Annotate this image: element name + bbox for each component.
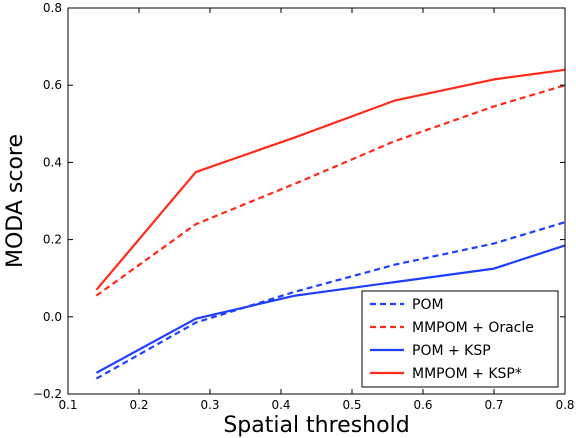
legend-box (361, 290, 559, 388)
legend-label: MMPOM + Oracle (412, 320, 534, 336)
x-tick-label: 0.2 (129, 398, 148, 412)
y-tick-label: 0.2 (43, 233, 62, 247)
plot-frame (67, 7, 566, 395)
y-tick-label: −0.2 (33, 387, 62, 401)
x-tick-label: 0.5 (342, 398, 361, 412)
x-tick-label: 0.4 (271, 398, 290, 412)
y-tick-label: 0.0 (43, 310, 62, 324)
series-line-mmpom-ksp (95, 68, 566, 291)
x-tick-label: 0.3 (200, 398, 219, 412)
legend-label: MMPOM + KSP* (412, 366, 522, 382)
y-axis-title: MODA score (3, 134, 28, 268)
legend: POM MMPOM + Oracle POM + KSP MMPOM + KSP* (361, 290, 559, 388)
x-tick-label: 0.1 (58, 398, 77, 412)
legend-label: POM (412, 297, 444, 313)
series-line-pom-ksp (95, 244, 566, 374)
series-line-mmpom-oracle (95, 84, 566, 297)
legend-label: POM + KSP (412, 343, 491, 359)
x-tick-label: 0.7 (484, 398, 503, 412)
y-tick-label: 0.4 (43, 155, 62, 169)
y-tick-label: 0.8 (43, 1, 62, 15)
x-axis-title: Spatial threshold (223, 413, 409, 438)
x-tick-label: 0.6 (413, 398, 432, 412)
x-tick-label: 0.8 (555, 398, 574, 412)
series-line-pom (95, 221, 566, 380)
y-tick-label: 0.6 (43, 78, 62, 92)
